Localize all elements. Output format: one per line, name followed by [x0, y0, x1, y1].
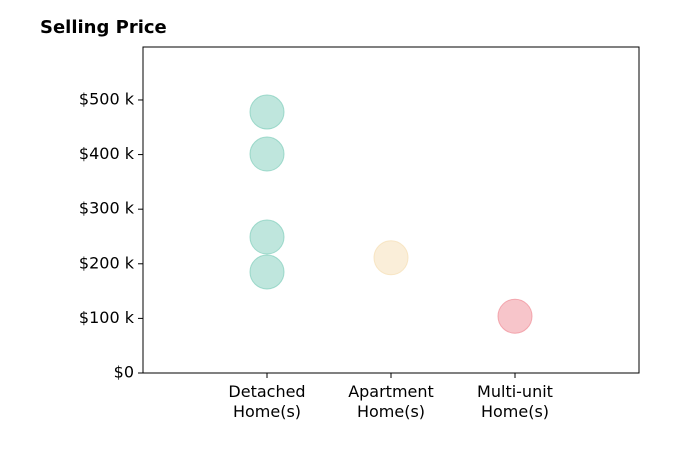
y-tick-label: $400 k	[79, 144, 135, 163]
x-tick-label: Multi-unit Home(s)	[477, 382, 553, 421]
point	[249, 254, 285, 290]
point	[249, 94, 285, 130]
point	[497, 298, 533, 334]
y-tick-label: $100 k	[79, 308, 135, 327]
point	[249, 219, 285, 255]
point	[249, 136, 285, 172]
x-tick-label: Apartment Home(s)	[348, 382, 434, 421]
y-tick-label: $0	[114, 363, 134, 382]
plot-frame	[142, 46, 640, 374]
chart-title: Selling Price	[40, 17, 167, 38]
x-tick-label: Detached Home(s)	[228, 382, 306, 421]
point	[373, 240, 409, 276]
y-tick-label: $300 k	[79, 199, 135, 218]
y-tick-label: $200 k	[79, 253, 135, 272]
y-tick-label: $500 k	[79, 89, 135, 108]
